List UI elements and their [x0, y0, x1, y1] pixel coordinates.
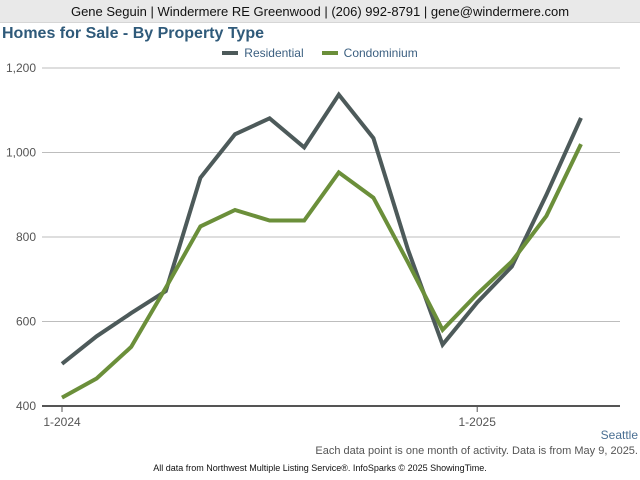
chart-title: Homes for Sale - By Property Type: [2, 25, 264, 42]
legend-swatch-condominium: [321, 51, 338, 55]
legend-label-condominium: Condominium: [343, 46, 418, 60]
legend-item-residential[interactable]: Residential: [222, 46, 304, 60]
y-tick-label: 400: [16, 399, 36, 413]
data-footnote: Each data point is one month of activity…: [315, 445, 638, 457]
x-tick-label: 1-2024: [43, 415, 81, 429]
series-line-residential: [60, 91, 583, 366]
data-source: All data from Northwest Multiple Listing…: [153, 463, 487, 473]
x-tick-label: 1-2025: [459, 415, 497, 429]
y-tick-label: 1,200: [6, 61, 36, 75]
agent-contact-bar: Gene Seguin | Windermere RE Greenwood | …: [0, 0, 640, 23]
legend-label-residential: Residential: [244, 46, 304, 60]
region-label[interactable]: Seattle: [600, 428, 638, 442]
legend-swatch-residential: [222, 51, 239, 55]
y-tick-label: 800: [16, 230, 36, 244]
agent-contact-text: Gene Seguin | Windermere RE Greenwood | …: [70, 3, 570, 19]
legend-item-condominium[interactable]: Condominium: [321, 46, 418, 60]
series-line-condominium: [61, 143, 583, 400]
y-tick-label: 600: [16, 315, 36, 329]
y-tick-label: 1,000: [6, 146, 36, 160]
chart-legend: Residential Condominium: [0, 46, 640, 60]
